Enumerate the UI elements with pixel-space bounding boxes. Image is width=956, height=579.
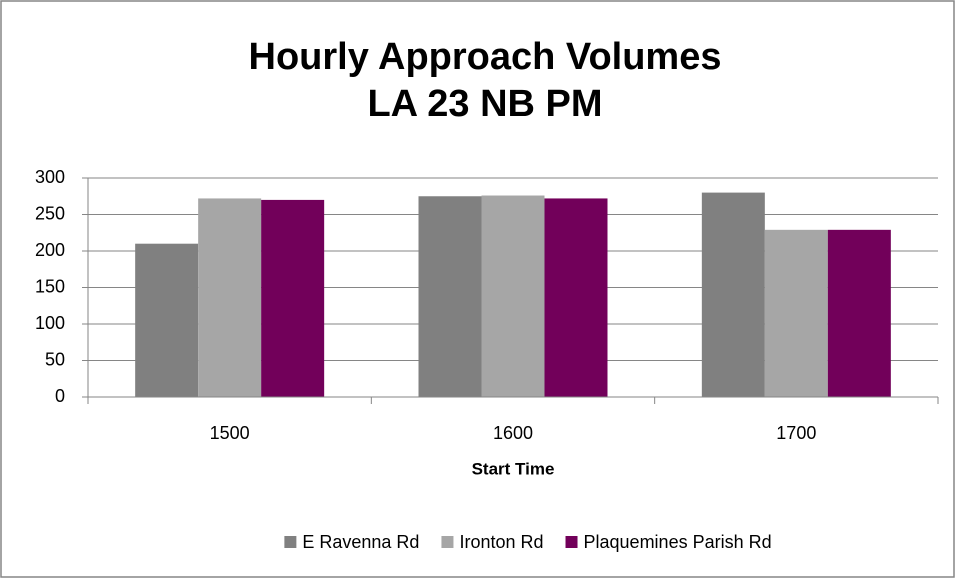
legend-label: Ironton Rd [459,532,543,552]
x-tick-label: 1600 [493,423,533,443]
x-tick-label: 1500 [210,423,250,443]
chart-subtitle: LA 23 NB PM [367,83,602,125]
bar [261,199,325,397]
bar [544,198,608,397]
bar [481,195,545,397]
bar [198,198,262,397]
y-tick-label: 200 [35,240,65,260]
x-axis-title: Start Time [472,459,555,478]
bar [827,229,891,397]
bar [418,196,482,397]
y-tick-label: 50 [45,349,65,369]
legend-swatch [441,536,454,548]
bar [701,192,765,397]
legend-label: Plaquemines Parish Rd [584,532,772,552]
y-tick-label: 300 [35,167,65,187]
y-tick-label: 150 [35,276,65,296]
bar [764,229,828,397]
legend-label: E Ravenna Rd [302,532,419,552]
bar [135,243,199,397]
y-tick-label: 250 [35,203,65,223]
legend-swatch [565,536,578,548]
chart-title: Hourly Approach Volumes [249,36,722,78]
y-tick-label: 0 [55,386,65,406]
legend-swatch [284,536,297,548]
y-tick-label: 100 [35,313,65,333]
x-tick-label: 1700 [776,423,816,443]
